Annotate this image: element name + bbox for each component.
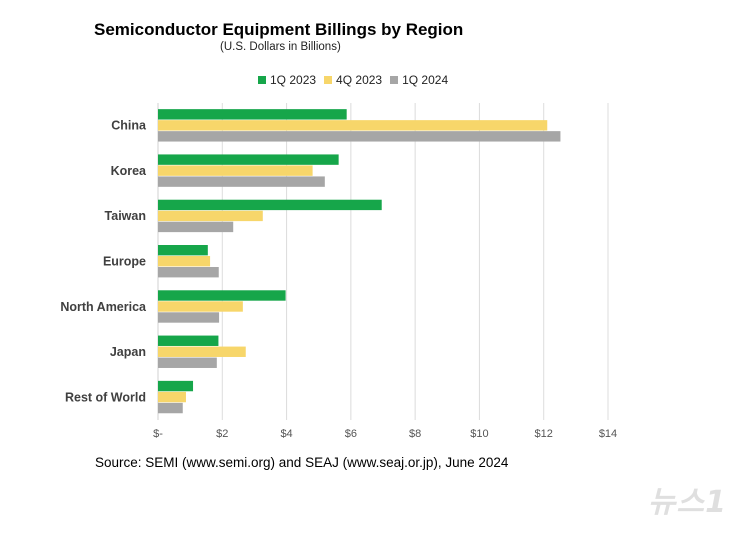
bar-taiwan-4q-2023 <box>158 210 263 222</box>
bar-china-4q-2023 <box>158 120 548 131</box>
bar-north-america-1q-2024 <box>158 312 220 323</box>
category-label-korea: Korea <box>111 164 147 178</box>
x-tick-label-2: $4 <box>280 428 292 440</box>
legend-label-4q-2023: 4Q 2023 <box>336 73 383 87</box>
x-tick-label-0: $- <box>153 428 163 440</box>
bar-china-1q-2023 <box>158 109 347 120</box>
source-note: Source: SEMI (www.semi.org) and SEAJ (ww… <box>95 455 509 470</box>
bar-china-1q-2024 <box>158 131 561 142</box>
bar-taiwan-1q-2024 <box>158 221 234 233</box>
bar-korea-4q-2023 <box>158 165 313 176</box>
legend-label-1q-2024: 1Q 2024 <box>402 73 449 87</box>
bar-japan-1q-2024 <box>158 357 217 368</box>
legend-item-1q-2023: 1Q 2023 <box>258 73 316 87</box>
category-label-china: China <box>111 119 147 133</box>
bar-rest-of-world-4q-2023 <box>158 391 186 403</box>
legend-item-1q-2024: 1Q 2024 <box>390 73 448 87</box>
legend-swatch-4q-2023 <box>324 76 333 84</box>
bar-korea-1q-2024 <box>158 176 325 187</box>
bar-europe-1q-2023 <box>158 245 208 256</box>
legend-swatch-1q-2024 <box>390 76 399 84</box>
x-tick-label-4: $8 <box>409 428 421 440</box>
legend-label-1q-2023: 1Q 2023 <box>270 73 317 87</box>
legend-item-4q-2023: 4Q 2023 <box>324 73 382 87</box>
legend-swatch-1q-2023 <box>258 76 266 84</box>
bar-north-america-4q-2023 <box>158 301 243 312</box>
x-tick-label-5: $10 <box>470 428 488 440</box>
x-tick-label-1: $2 <box>216 428 228 440</box>
x-tick-label-6: $12 <box>535 428 553 440</box>
bar-europe-4q-2023 <box>158 256 211 267</box>
category-label-taiwan: Taiwan <box>105 209 146 223</box>
category-label-rest-of-world: Rest of World <box>65 390 146 404</box>
bar-north-america-1q-2023 <box>158 290 286 301</box>
chart-subtitle: (U.S. Dollars in Billions) <box>220 41 341 53</box>
watermark-logo: 뉴스1 <box>647 485 727 520</box>
x-tick-label-7: $14 <box>599 428 617 440</box>
legend: 1Q 2023 4Q 2023 1Q 2024 <box>258 73 456 87</box>
x-tick-label-3: $6 <box>345 428 357 440</box>
bar-europe-1q-2024 <box>158 267 219 278</box>
bar-taiwan-1q-2023 <box>158 199 382 211</box>
category-label-japan: Japan <box>110 345 146 359</box>
chart-title: Semiconductor Equipment Billings by Regi… <box>94 20 464 39</box>
bar-rest-of-world-1q-2024 <box>158 402 183 414</box>
category-label-north-america: North America <box>60 300 147 314</box>
bar-japan-4q-2023 <box>158 346 246 357</box>
bar-japan-1q-2023 <box>158 335 219 346</box>
bar-korea-1q-2023 <box>158 154 339 165</box>
bar-rest-of-world-1q-2023 <box>158 380 194 392</box>
category-label-europe: Europe <box>103 255 146 269</box>
